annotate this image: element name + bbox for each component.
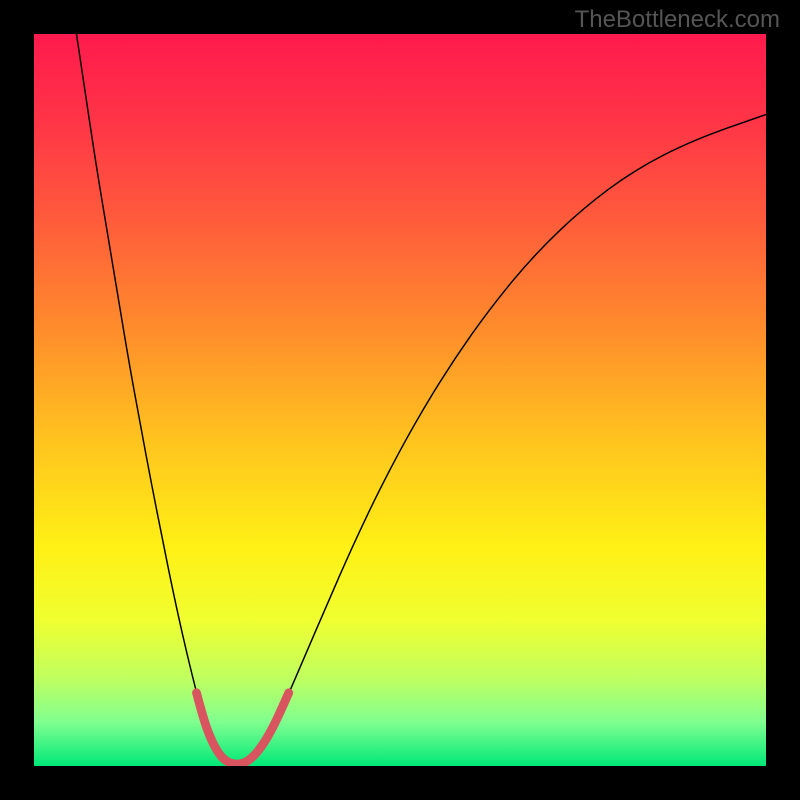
bottleneck-curve	[76, 34, 766, 764]
plot-area	[34, 34, 766, 766]
chart-curve-layer	[34, 34, 766, 766]
overlay-marker-path	[197, 693, 289, 764]
watermark-text: TheBottleneck.com	[575, 6, 780, 34]
